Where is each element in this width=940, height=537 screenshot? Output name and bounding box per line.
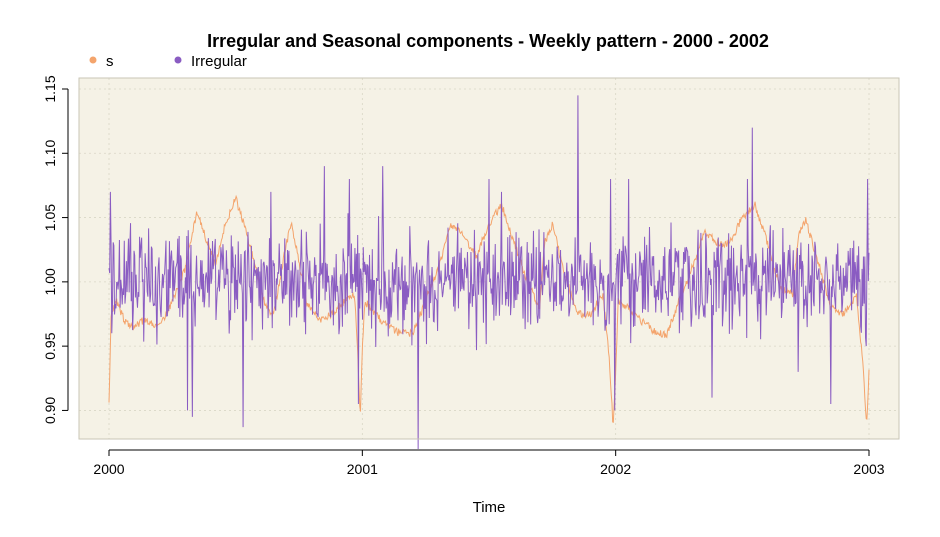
legend-marker-irregular: [174, 56, 182, 64]
x-tick-label-0: 2000: [93, 461, 124, 477]
y-tick-label-2: 1.00: [42, 268, 58, 295]
legend-label-irregular: Irregular: [191, 53, 247, 70]
legend-marker-s: [89, 56, 97, 64]
legend-label-s: s: [106, 53, 114, 70]
y-tick-label-4: 1.10: [42, 139, 58, 166]
y-tick-label-0: 0.90: [42, 397, 58, 424]
axes: 2000 2001 2002 2003 0.90 0.95 1.00 1.05 1.10 1.15: [42, 75, 900, 477]
x-tick-label-3: 2003: [853, 461, 884, 477]
plot-area: [79, 78, 899, 439]
legend-item-irregular: Irregular: [174, 53, 247, 70]
y-tick-label-3: 1.05: [42, 204, 58, 231]
plot-border: [78, 77, 900, 440]
x-axis-label: Time: [473, 499, 506, 516]
series-line-irregular: [108, 95, 870, 450]
x-tick-label-1: 2001: [347, 461, 378, 477]
y-tick-label-1: 0.95: [42, 332, 58, 359]
series-layer: [108, 95, 870, 450]
legend: s Irregular: [89, 53, 247, 70]
y-tick-label-5: 1.15: [42, 75, 58, 102]
legend-item-s: s: [89, 53, 114, 70]
x-tick-label-2: 2002: [600, 461, 631, 477]
chart-title: Irregular and Seasonal components - Week…: [207, 31, 769, 51]
